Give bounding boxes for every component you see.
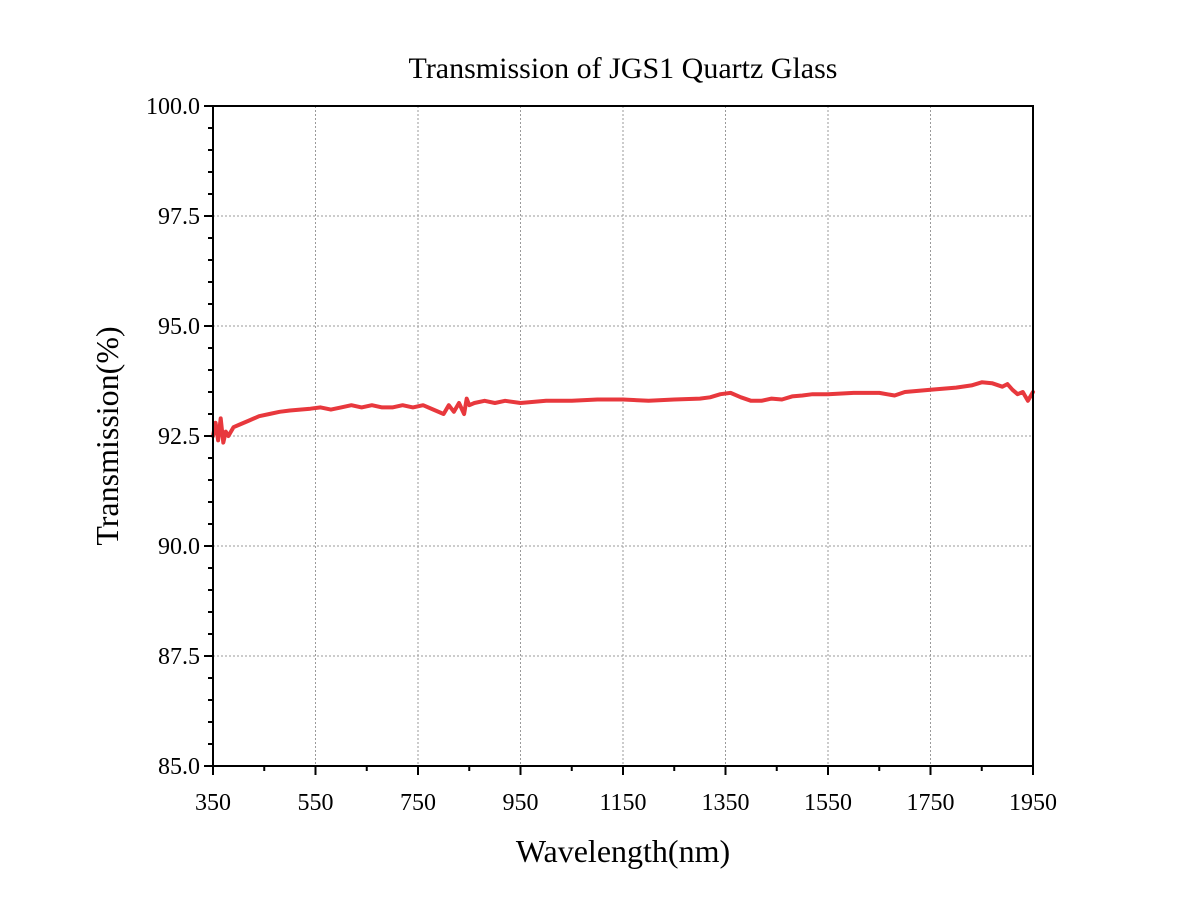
x-tick-label: 550 [298, 790, 334, 816]
x-tick-label: 1950 [1009, 790, 1057, 816]
y-axis-label: Transmission(%) [89, 326, 125, 545]
x-tick-label: 750 [400, 790, 436, 816]
chart-title: Transmission of JGS1 Quartz Glass [409, 52, 838, 85]
y-tick-label: 97.5 [158, 204, 200, 230]
y-tick-label: 85.0 [158, 754, 200, 780]
y-tick-label: 87.5 [158, 644, 200, 670]
x-tick-label: 1750 [907, 790, 955, 816]
grid-lines [213, 106, 1033, 766]
data-layer [211, 380, 1035, 445]
axis-ticks: 350 550 750 950 1150 1350 1550 1750 1950 85.0 87.5… [146, 94, 1057, 816]
x-tick-label: 950 [503, 790, 539, 816]
x-tick-label: 1350 [702, 790, 750, 816]
x-tick-label: 1550 [804, 790, 852, 816]
y-tick-label: 100.0 [146, 94, 200, 120]
y-tick-label: 90.0 [158, 534, 200, 560]
x-axis-label: Wavelength(nm) [516, 833, 730, 869]
transmission-series-line [211, 380, 1035, 445]
x-tick-label: 350 [195, 790, 231, 816]
y-tick-label: 95.0 [158, 314, 200, 340]
y-tick-label: 92.5 [158, 424, 200, 450]
x-tick-label: 1150 [599, 790, 646, 816]
